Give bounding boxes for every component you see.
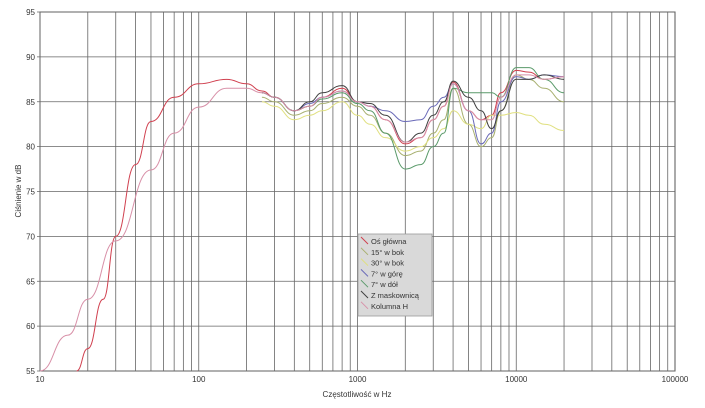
legend-box [357, 233, 433, 317]
legend-swatch [360, 236, 369, 245]
y-tick-label: 60 [26, 322, 35, 331]
y-tick-label: 70 [26, 232, 35, 241]
legend-label: 7° w dół [371, 280, 398, 289]
legend-label: 15° w bok [371, 248, 404, 257]
y-tick-label: 90 [26, 53, 35, 62]
series-line-z-maskownicą [261, 74, 565, 143]
y-tick-label: 65 [26, 277, 35, 286]
legend-label: 7° w górę [371, 269, 403, 278]
y-tick-label: 95 [26, 8, 35, 17]
y-tick-label: 80 [26, 143, 35, 152]
y-axis-label: Ciśnienie w dB [14, 165, 23, 218]
legend-swatch [360, 290, 369, 299]
x-tick-label: 1000 [349, 375, 367, 384]
x-tick-label: 100000 [662, 375, 689, 384]
legend-swatch [360, 279, 369, 288]
legend-swatch [360, 258, 369, 266]
grid [37, 11, 676, 372]
x-axis-label: Częstotliwość w Hz [323, 390, 392, 399]
series-line-kolumna-h [39, 74, 565, 372]
legend-label: Z maskownicą [371, 291, 420, 300]
x-tick-label: 10 [36, 375, 45, 384]
series-lines [39, 67, 565, 372]
series-line-30-w-bok [261, 101, 565, 152]
x-tick-label: 100 [192, 375, 206, 384]
legend-swatch [360, 269, 369, 277]
series-line-7-w-dół [261, 67, 565, 170]
x-tick-labels: 10 100 1000 10000 100000 [36, 375, 689, 384]
series-line-7-w-górę [261, 74, 565, 145]
legend-swatch [360, 301, 369, 310]
y-tick-labels: 55 60 65 70 75 80 85 90 95 [26, 8, 35, 376]
series-line-oś-główna [76, 69, 565, 372]
y-tick-label: 75 [26, 188, 35, 197]
legend-label: Kolumna H [371, 302, 408, 311]
legend-swatch [360, 247, 369, 256]
legend-label: Oś główna [371, 237, 407, 246]
legend-label: 30° w bok [371, 259, 404, 268]
x-tick-label: 10000 [505, 375, 528, 384]
y-tick-label: 85 [26, 98, 35, 107]
y-tick-label: 55 [26, 367, 35, 376]
